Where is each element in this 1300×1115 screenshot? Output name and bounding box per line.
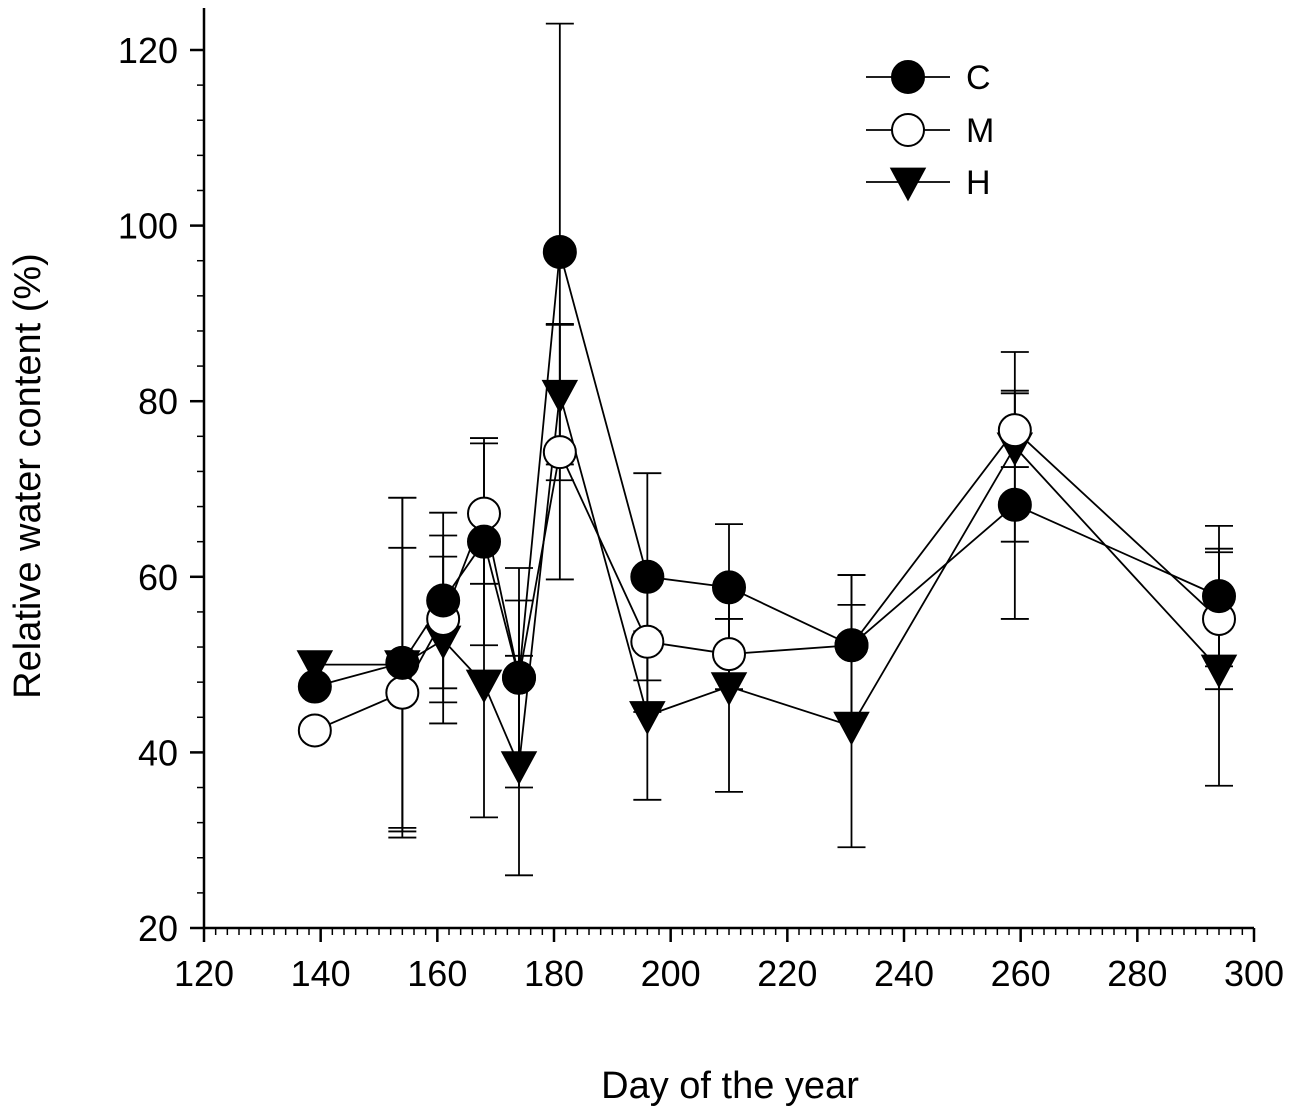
x-tick-label: 220 [757,953,817,994]
y-tick-label: 80 [138,381,178,422]
data-point-h [296,650,334,685]
data-point-m [997,413,1032,448]
x-tick-label: 280 [1107,953,1167,994]
x-tick-label: 300 [1224,953,1284,994]
data-point-c [426,583,461,618]
axes: 120 140 160 180 200 220 240 260 280 300 20 40 60 80 10… [118,8,1284,994]
legend: CMH [866,59,994,202]
data-point-m [630,624,665,659]
y-tick-label: 40 [138,732,178,773]
legend-marker-m [891,113,925,147]
data-point-m [712,637,746,672]
data-point-c [630,559,665,594]
series-m [314,323,1233,839]
data-point-c [542,234,577,269]
data-point-c [502,660,536,695]
data-point-c [1202,579,1236,614]
data-point-h [629,701,666,735]
legend-item-h: H [866,164,991,202]
x-tick-label: 240 [874,953,934,994]
y-tick-label: 120 [118,30,178,71]
data-point-m [542,435,577,470]
y-axis-title: Relative water content (%) [7,253,49,699]
x-tick-label: 200 [641,953,701,994]
series-line-m [314,428,1220,732]
data-point-c [385,645,420,680]
data-point-h [541,379,579,414]
y-tick-label: 20 [138,908,178,949]
data-point-m [385,675,420,710]
y-tick-label: 60 [138,557,178,598]
x-tick-label: 260 [991,953,1051,994]
legend-marker-c [891,60,925,94]
data-point-c [997,487,1032,522]
legend-item-c: C [866,59,991,97]
plot-area [296,22,1238,877]
x-axis-title: Day of the year [601,1065,859,1107]
data-point-h [1200,654,1238,689]
data-point-h [833,711,870,746]
y-tick-label: 100 [118,206,178,247]
data-point-c [297,669,332,704]
x-tick-label: 180 [524,953,584,994]
x-tick-label: 160 [407,953,467,994]
data-point-h [500,751,538,785]
data-point-c [467,524,501,559]
legend-item-m: M [866,112,994,150]
x-tick-label: 120 [174,953,234,994]
data-point-c [834,628,869,663]
data-point-m [297,713,332,748]
legend-label-h: H [966,164,991,202]
markers-c [297,234,1236,704]
series-line-h [314,393,1220,770]
data-point-h [465,669,503,704]
legend-label-c: C [966,59,991,97]
x-tick-label: 140 [291,953,351,994]
markers-m [297,413,1236,748]
legend-marker-h [889,167,927,202]
data-point-h [710,672,748,706]
legend-label-m: M [966,112,994,150]
data-point-c [712,570,746,605]
series-c [314,22,1233,829]
